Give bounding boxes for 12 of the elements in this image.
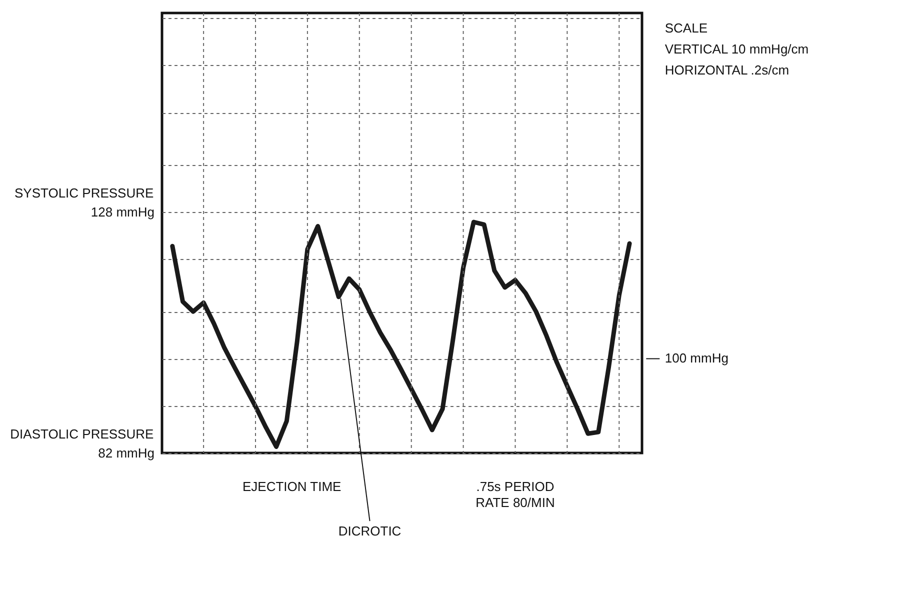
text: SCALE — [664, 20, 708, 36]
text: DIASTOLIC PRESSURE — [10, 426, 154, 442]
text: HORIZONTAL .2s/cm — [664, 62, 790, 78]
text: .75s PERIOD — [476, 479, 554, 494]
y-tick-label: 128 mmHg — [90, 204, 154, 220]
text: SYSTOLIC PRESSURE — [14, 186, 154, 201]
text: 100 mmHg — [664, 350, 728, 366]
text: EJECTION TIME — [242, 479, 342, 494]
text: RATE 80/MIN — [476, 494, 555, 510]
y-tick-label: 82 mmHg — [98, 446, 154, 460]
text: DICROTIC — [338, 524, 402, 539]
text: VERTICAL 10 mmHg/cm — [664, 42, 809, 57]
